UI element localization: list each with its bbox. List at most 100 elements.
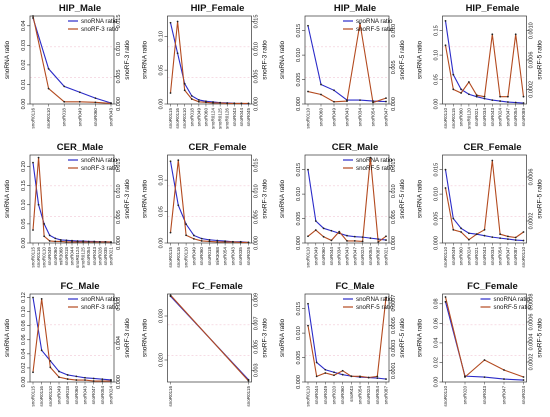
right-tick-label: 0.000 xyxy=(116,97,122,111)
data-point xyxy=(205,101,207,104)
data-point xyxy=(507,235,509,238)
x-tick-label: snoR043 xyxy=(232,108,237,127)
data-point xyxy=(460,231,462,233)
data-point xyxy=(499,233,501,236)
data-point xyxy=(460,227,462,230)
x-tick-label: snoR049 xyxy=(77,108,82,127)
x-tick-label: snoR43 xyxy=(349,386,354,402)
data-point xyxy=(330,239,333,242)
left-tick-label: 0.00 xyxy=(159,238,165,249)
data-point xyxy=(177,159,180,162)
x-tick-label: snoR043 xyxy=(109,108,114,127)
data-point xyxy=(212,102,214,104)
data-point xyxy=(367,376,370,379)
data-point xyxy=(444,187,447,189)
x-tick-label: snoR0110 xyxy=(306,386,311,407)
data-point xyxy=(197,99,200,101)
series-line-snorna xyxy=(32,297,112,381)
data-point xyxy=(59,240,62,243)
left-tick-label: 0.00 xyxy=(21,99,27,110)
data-point xyxy=(341,369,344,372)
x-tick-label: snoR0116 xyxy=(176,247,181,268)
data-point xyxy=(338,230,341,233)
data-point xyxy=(376,375,379,378)
data-point xyxy=(40,349,43,352)
right-axis-label: snoRF-3 ratio xyxy=(124,318,131,358)
legend-label-snorna: snoRNA ratio xyxy=(356,296,393,303)
x-tick-label: snoR060 xyxy=(459,108,464,127)
series-line-snorna xyxy=(32,17,112,104)
data-point xyxy=(92,380,95,382)
data-point xyxy=(185,223,187,226)
data-point xyxy=(452,73,455,76)
x-tick-label: snoR0115 xyxy=(31,386,36,407)
right-tick-label: 0.000 xyxy=(116,375,122,389)
right-tick-label: 0.010 xyxy=(254,42,260,56)
legend-label-snorna: snoRNA ratio xyxy=(81,296,118,303)
data-point xyxy=(385,100,387,103)
left-tick-label: 0.06 xyxy=(21,334,27,345)
data-point xyxy=(58,376,60,379)
data-point xyxy=(224,241,226,243)
left-tick-label: 0.03 xyxy=(21,40,27,51)
data-point xyxy=(359,22,361,25)
x-tick-label: snoR054 xyxy=(100,386,105,405)
chart-panel: HIP_Female 0.00 0.05 0.10 0.15 snoRNA ratio 0.… xyxy=(417,3,544,129)
right-tick-label: 0.015 xyxy=(254,15,260,29)
data-point xyxy=(333,374,335,377)
data-point xyxy=(444,44,447,47)
x-tick-label: snoR024 xyxy=(366,386,371,405)
data-point xyxy=(522,102,525,104)
data-point xyxy=(377,241,380,243)
data-point xyxy=(483,376,486,379)
data-point xyxy=(208,240,211,243)
x-tick-label: snoR060 xyxy=(321,247,326,266)
data-point xyxy=(307,235,309,238)
legend-label-snorna: snoRNA ratio xyxy=(356,157,393,164)
x-tick-label: snoR0110 xyxy=(443,108,448,129)
chart-title: CER_Male xyxy=(57,142,103,153)
right-tick-label: 0.0005 xyxy=(391,317,397,334)
chart-title: FC_Female xyxy=(467,281,518,292)
x-tick-label: snoR043 xyxy=(345,247,350,266)
left-tick-label: 0.02 xyxy=(21,363,27,374)
x-tick-label: snoR018 xyxy=(189,108,194,127)
data-point xyxy=(333,371,335,374)
right-axis-label: snoRF-5 ratio xyxy=(399,318,406,358)
x-tick-label: snoR018 xyxy=(65,386,70,405)
right-tick-label: 0.0007 xyxy=(391,295,397,312)
data-point xyxy=(37,156,40,159)
data-point xyxy=(63,100,66,103)
right-tick-label: 0.000 xyxy=(391,97,397,111)
data-point xyxy=(40,297,43,300)
x-tick-label: snoR034 xyxy=(482,108,487,127)
data-point xyxy=(110,241,112,243)
x-tick-label: snoR0116 xyxy=(39,386,44,407)
right-tick-label: 0.010 xyxy=(391,184,397,198)
data-point xyxy=(475,95,478,98)
right-axis-label: snoRF-3 ratio xyxy=(262,179,269,219)
legend-label-snorf: snoRF-3 ratio xyxy=(81,26,119,33)
data-point xyxy=(460,92,462,94)
data-point xyxy=(247,379,250,382)
right-tick-label: 0.0006 xyxy=(529,314,535,331)
series-line-snorna xyxy=(32,162,112,243)
data-point xyxy=(522,376,525,378)
data-point xyxy=(84,379,86,381)
x-tick-label: snoR0110 xyxy=(521,247,526,268)
x-tick-label: snoR047 xyxy=(91,386,96,405)
right-axis-label: snoRF-3 ratio xyxy=(124,40,131,80)
data-point xyxy=(176,52,179,55)
x-tick-label: snoR044 xyxy=(329,247,334,266)
data-point xyxy=(514,239,517,241)
left-tick-label: 0.000 xyxy=(296,375,302,389)
chart-panel: FC_Female 0.020 0.030 snoRNA ratio 0.003 0.00… xyxy=(142,281,269,407)
legend-label-snorf: snoRF-3 ratio xyxy=(81,304,119,311)
data-point xyxy=(491,33,494,36)
x-tick-label: snoR021 xyxy=(474,108,479,127)
right-tick-label: 0.0001 xyxy=(391,362,397,379)
x-tick-label: snoR044 xyxy=(70,247,75,266)
data-point xyxy=(322,227,325,230)
